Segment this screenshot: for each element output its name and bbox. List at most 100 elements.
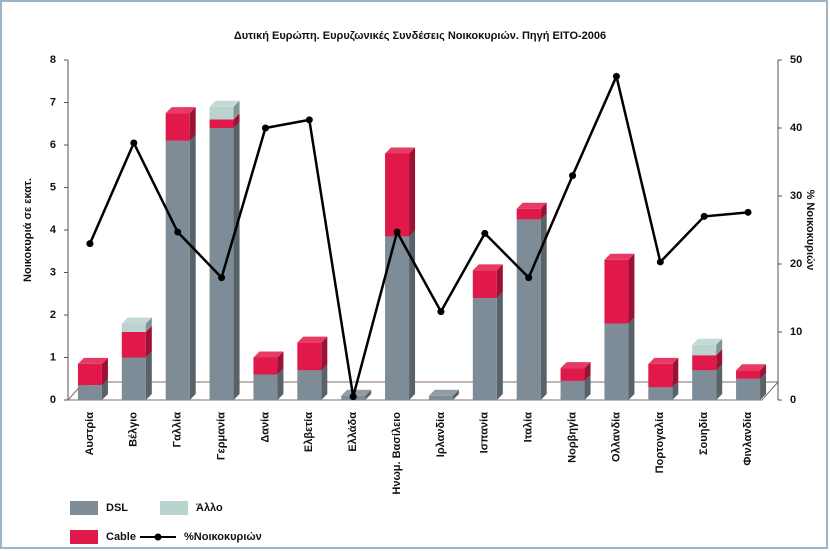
bar-side: [145, 351, 152, 400]
legend-label: Άλλο: [196, 502, 223, 514]
line-marker: [130, 139, 138, 147]
bar-side: [321, 364, 328, 400]
x-tick-label: Πορτογαλία: [654, 412, 666, 474]
bar-top: [165, 107, 196, 114]
bar-side: [189, 134, 196, 400]
bar-side: [760, 364, 767, 379]
bar-side: [496, 292, 503, 400]
bar-top: [648, 357, 679, 364]
bar-segment: [121, 357, 146, 400]
bar-segment: [165, 140, 190, 400]
bar-side: [496, 264, 503, 298]
line-marker: [569, 172, 577, 180]
bar-segment: [604, 323, 629, 400]
x-tick-label: Γαλλία: [172, 412, 184, 448]
legend-label: DSL: [106, 502, 128, 514]
bar-top: [692, 338, 723, 345]
x-tick-label: Φινλανδία: [742, 412, 754, 466]
bar-side: [233, 113, 240, 128]
y2-tick-label: 0: [790, 394, 796, 406]
bar-side: [145, 317, 152, 332]
line-marker: [525, 274, 533, 282]
line-marker: [393, 228, 401, 236]
y2-tick-label: 30: [790, 190, 802, 202]
line-marker: [437, 308, 445, 316]
y-tick-label: 6: [50, 139, 56, 151]
bar-top: [209, 100, 240, 107]
bar-segment: [736, 378, 761, 400]
bar-segment: [692, 355, 717, 371]
y-tick-label: 7: [50, 96, 56, 108]
bar-segment: [121, 332, 146, 358]
bar-top: [516, 202, 547, 209]
x-tick-label: Ολλανδία: [610, 412, 622, 462]
line-marker: [218, 274, 226, 282]
bar-top: [253, 351, 284, 358]
bar-side: [145, 326, 152, 358]
line-marker: [744, 208, 752, 216]
bar-top: [428, 389, 459, 396]
line-marker: [481, 229, 489, 237]
x-tick-label: Δανία: [259, 412, 271, 443]
bar-side: [233, 100, 240, 120]
bar-side: [628, 317, 635, 400]
legend-swatch: [70, 501, 98, 515]
bar-side: [584, 374, 591, 400]
bar-top: [472, 264, 503, 271]
x-tick-label: Ελλάδα: [347, 412, 359, 452]
bar-segment: [77, 385, 102, 400]
bar-side: [277, 351, 284, 375]
bar-side: [101, 379, 108, 400]
line-marker: [261, 124, 269, 132]
line-marker: [612, 72, 620, 80]
y-tick-label: 0: [50, 394, 56, 406]
bar-top: [77, 357, 108, 364]
x-tick-label: Ελβετία: [303, 412, 315, 452]
x-tick-label: Ιταλία: [523, 412, 535, 443]
y2-tick-label: 10: [790, 326, 802, 338]
bar-segment: [472, 298, 497, 400]
bar-side: [101, 357, 108, 386]
bar-side: [409, 230, 416, 400]
x-tick-label: Ισπανία: [479, 412, 491, 454]
bar-segment: [516, 208, 541, 220]
bar-side: [233, 122, 240, 400]
bar-side: [760, 372, 767, 400]
bar-segment: [77, 363, 102, 386]
x-tick-label: Ιρλανδία: [435, 412, 447, 457]
y2-tick-label: 20: [790, 258, 802, 270]
bar-side: [540, 213, 547, 400]
bar-side: [365, 389, 372, 400]
bar-segment: [472, 270, 497, 298]
line-marker: [174, 228, 182, 236]
bar-segment: [209, 106, 234, 120]
bar-side: [628, 253, 635, 324]
x-tick-label: Αυστρία: [84, 412, 96, 456]
bar-segment: [253, 357, 278, 375]
bar-segment: [692, 370, 717, 400]
bar-top: [297, 336, 328, 343]
bar-side: [189, 107, 196, 141]
bar-side: [716, 349, 723, 371]
bar-top: [121, 317, 152, 324]
bar-side: [409, 147, 416, 237]
x-tick-label: Νορβηγία: [566, 412, 578, 463]
bar-side: [672, 381, 679, 400]
bar-side: [452, 389, 459, 400]
bar-segment: [297, 370, 322, 400]
legend-label: Cable: [106, 531, 136, 543]
bar-side: [716, 338, 723, 356]
line: [88, 72, 749, 397]
bar-segment: [648, 387, 673, 400]
bar-segment: [428, 395, 453, 400]
y-tick-label: 8: [50, 54, 56, 66]
chart-title: Δυτική Ευρώπη. Ευρυζωνικές Συνδέσεις Νοι…: [234, 30, 606, 42]
bar-segment: [209, 128, 234, 400]
legend-swatch: [70, 530, 98, 544]
bar-segment: [692, 344, 717, 356]
y2-axis-title: % Νοικοκυριών: [804, 190, 816, 271]
legend-marker: [154, 533, 162, 541]
y-tick-label: 1: [50, 351, 56, 363]
y-tick-label: 4: [50, 224, 57, 236]
bar-segment: [560, 380, 585, 400]
